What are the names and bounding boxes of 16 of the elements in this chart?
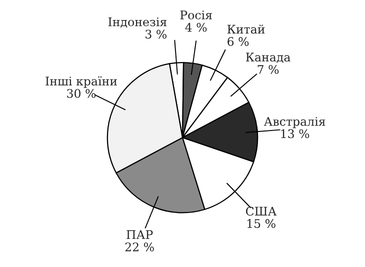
- slice-label: Китай: [227, 24, 265, 34]
- data-label: 7 %: [258, 64, 279, 74]
- data-label: 6 %: [228, 37, 249, 46]
- data-label: 22 %: [125, 242, 154, 252]
- slice-label: ПАР: [126, 230, 153, 239]
- data-label: 3 %: [146, 30, 167, 39]
- data-label: 4 %: [185, 22, 207, 32]
- data-label: 15 %: [247, 219, 276, 228]
- data-label: 30 %: [67, 88, 96, 98]
- slice-label: Інші країни: [46, 76, 117, 88]
- slice-label: Індонезія: [108, 17, 167, 28]
- slice-label: Австралія: [264, 117, 326, 128]
- slice-label: США: [246, 206, 277, 216]
- data-label: 13 %: [281, 129, 310, 138]
- slice-label: Росія: [180, 10, 212, 20]
- slice-label: Канада: [246, 52, 290, 64]
